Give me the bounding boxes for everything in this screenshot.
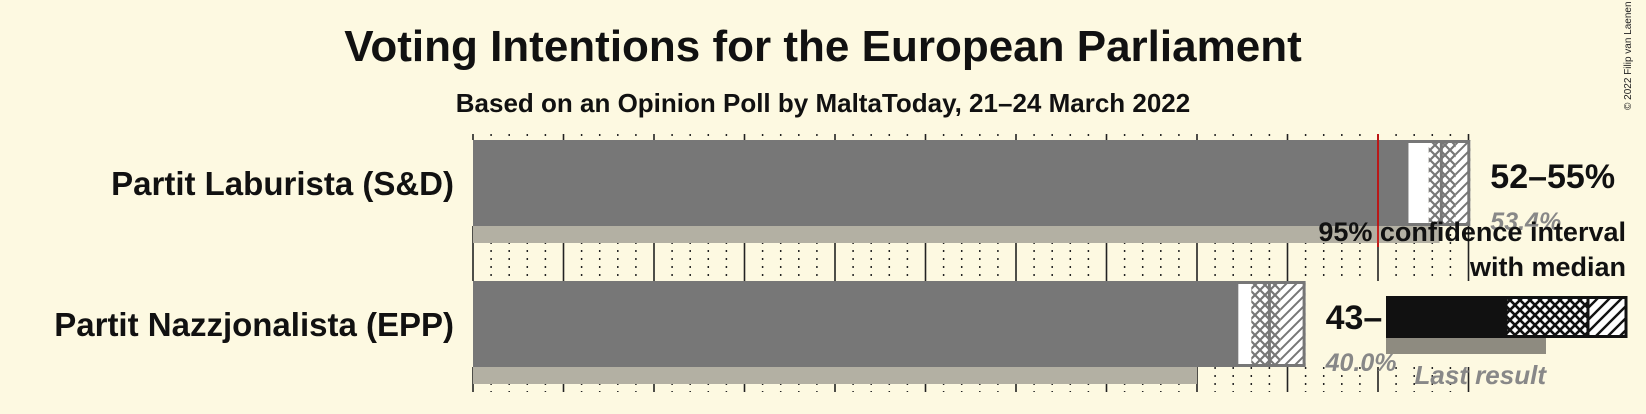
chart-subtitle: Based on an Opinion Poll by MaltaToday, … bbox=[455, 88, 1191, 118]
ci-80-segment bbox=[1251, 281, 1281, 367]
range-label: 52–55% bbox=[1490, 158, 1615, 196]
bars bbox=[473, 134, 1471, 384]
party-label: Partit Laburista (S&D) bbox=[111, 165, 454, 202]
ci-95-upper bbox=[1280, 281, 1306, 367]
ci-bar bbox=[473, 281, 1237, 367]
last-result-label: 53.4% bbox=[1490, 208, 1561, 236]
legend-solid-bar bbox=[1386, 296, 1506, 338]
ci-bar bbox=[473, 140, 1407, 226]
chart-title: Voting Intentions for the European Parli… bbox=[344, 22, 1302, 71]
ci-95-upper bbox=[1455, 140, 1471, 226]
ci-95-lower bbox=[1236, 281, 1252, 367]
last-result-label: 40.0% bbox=[1325, 349, 1397, 377]
legend-ci-text: 95% confidence interval bbox=[1318, 217, 1626, 247]
range-label: 43– bbox=[1326, 299, 1383, 337]
ci-outline bbox=[1405, 140, 1471, 226]
legend-80-segment bbox=[1506, 296, 1588, 338]
ci-95-lower bbox=[1406, 140, 1429, 226]
legend-median-text: with median bbox=[1469, 252, 1626, 282]
last-result-bar bbox=[473, 367, 1197, 384]
legend-ci-outline bbox=[1504, 296, 1628, 338]
labels: Partit Laburista (S&D) 52–55% 53.4% Partit … bbox=[54, 158, 1615, 377]
legend-last-result-text: Last result bbox=[1415, 360, 1548, 390]
legend: 95% confidence interval with median Last r… bbox=[1318, 217, 1628, 390]
legend-95-segment bbox=[1588, 296, 1626, 338]
party-label: Partit Nazzjonalista (EPP) bbox=[54, 306, 454, 343]
last-result-bar bbox=[473, 226, 1440, 243]
